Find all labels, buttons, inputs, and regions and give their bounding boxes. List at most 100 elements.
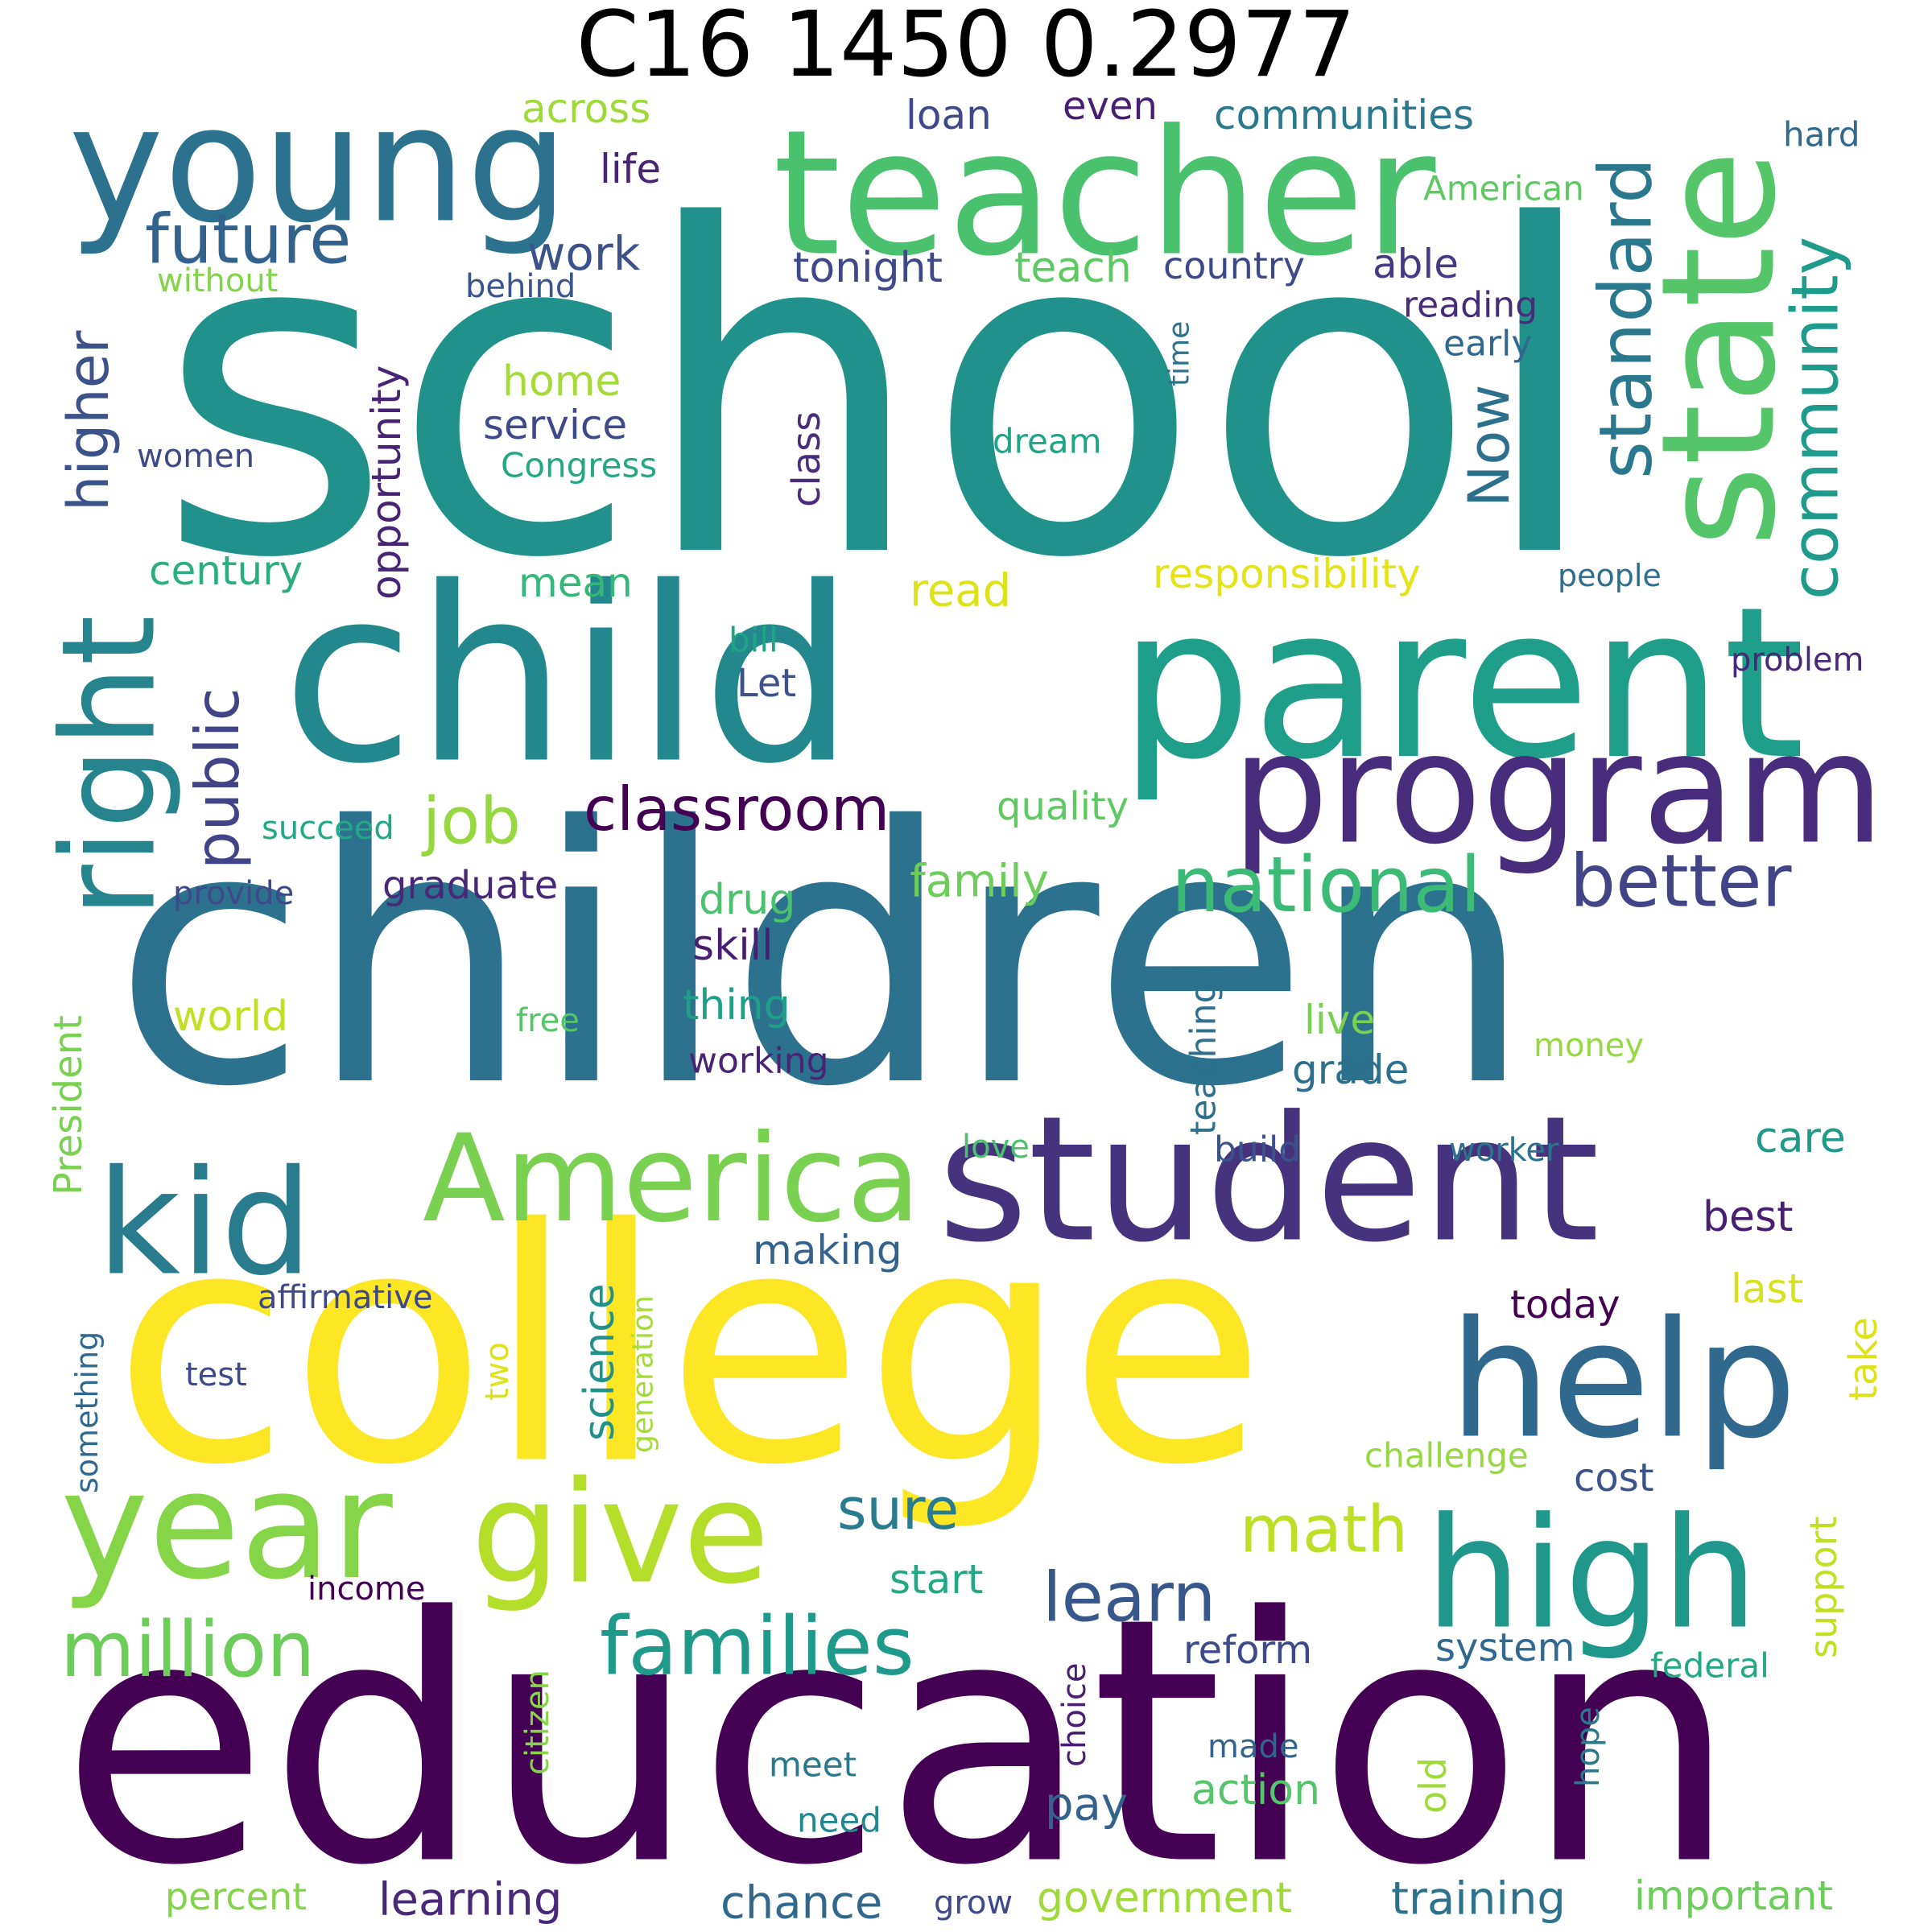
figure-title: C16 1450 0.2977 xyxy=(576,0,1356,97)
cloud-word-made: made xyxy=(1208,1728,1298,1765)
cloud-word-student: student xyxy=(938,1079,1600,1281)
cloud-word-reform: reform xyxy=(1183,1628,1312,1673)
cloud-word-future: future xyxy=(145,200,351,280)
cloud-word-people: people xyxy=(1558,558,1662,593)
cloud-word-today: today xyxy=(1510,1282,1620,1327)
cloud-word-chance: chance xyxy=(720,1877,882,1930)
cloud-word-federal: federal xyxy=(1650,1646,1769,1686)
cloud-word-succeed: succeed xyxy=(262,810,394,847)
cloud-word-now: Now xyxy=(1456,385,1522,507)
cloud-word-live: live xyxy=(1304,997,1375,1043)
cloud-word-women: women xyxy=(137,438,254,475)
cloud-word-behind: behind xyxy=(465,268,576,305)
cloud-word-year: year xyxy=(60,1439,394,1612)
cloud-word-training: training xyxy=(1391,1873,1566,1926)
cloud-word-love: love xyxy=(962,1129,1030,1166)
cloud-word-children: children xyxy=(113,752,1534,1164)
cloud-word-better: better xyxy=(1570,840,1791,924)
cloud-word-world: world xyxy=(173,993,288,1041)
cloud-word-across: across xyxy=(522,85,650,132)
cloud-word-citizen: citizen xyxy=(519,1670,556,1775)
cloud-word-grow: grow xyxy=(934,1885,1013,1922)
cloud-word-worker: worker xyxy=(1449,1132,1559,1169)
cloud-word-teach: teach xyxy=(1014,244,1132,292)
cloud-word-take: take xyxy=(1841,1317,1886,1401)
cloud-word-free: free xyxy=(516,1002,580,1039)
cloud-word-graduate: graduate xyxy=(382,863,558,908)
cloud-word-provide: provide xyxy=(173,875,294,912)
cloud-word-families: families xyxy=(600,1600,914,1694)
cloud-word-two: two xyxy=(479,1342,516,1401)
cloud-word-even: even xyxy=(1063,84,1158,129)
cloud-word-give: give xyxy=(471,1452,770,1616)
cloud-word-time: time xyxy=(1163,321,1196,386)
cloud-word-life: life xyxy=(600,146,661,192)
cloud-word-science: science xyxy=(576,1283,624,1441)
cloud-word-action: action xyxy=(1191,1766,1320,1814)
cloud-word-sure: sure xyxy=(837,1476,959,1542)
cloud-word-generation: generation xyxy=(627,1295,660,1453)
cloud-word-million: million xyxy=(60,1606,315,1695)
cloud-word-mean: mean xyxy=(518,559,633,606)
cloud-word-old: old xyxy=(1411,1757,1455,1814)
cloud-word-community: community xyxy=(1778,237,1853,600)
cloud-word-important: important xyxy=(1634,1872,1833,1919)
cloud-word-support: support xyxy=(1802,1516,1845,1658)
cloud-word-without: without xyxy=(157,262,278,299)
cloud-word-work: work xyxy=(527,226,641,281)
cloud-word-best: best xyxy=(1703,1193,1793,1241)
cloud-word-affirmative: affirmative xyxy=(258,1279,432,1316)
cloud-word-public: public xyxy=(182,687,253,869)
cloud-word-century: century xyxy=(149,547,303,594)
cloud-word-cost: cost xyxy=(1574,1455,1654,1501)
cloud-word-read: read xyxy=(910,565,1011,617)
cloud-word-higher: higher xyxy=(56,330,122,511)
cloud-word-congress: Congress xyxy=(501,446,657,485)
cloud-word-build: build xyxy=(1214,1129,1301,1170)
cloud-word-learn: learn xyxy=(1042,1558,1216,1638)
cloud-word-service: service xyxy=(483,402,627,448)
cloud-word-family: family xyxy=(910,856,1049,908)
cloud-word-young: young xyxy=(68,72,568,259)
cloud-word-meet: meet xyxy=(769,1745,857,1785)
cloud-word-reading: reading xyxy=(1403,285,1538,326)
cloud-word-child: child xyxy=(282,536,855,817)
cloud-word-tonight: tonight xyxy=(793,244,943,292)
cloud-word-help: help xyxy=(1449,1287,1797,1475)
cloud-word-skill: skill xyxy=(692,922,774,970)
cloud-word-pay: pay xyxy=(1045,1779,1128,1831)
cloud-word-communities: communities xyxy=(1214,92,1474,138)
cloud-word-country: country xyxy=(1163,244,1305,287)
cloud-word-school: school xyxy=(157,132,1602,657)
cloud-word-income: income xyxy=(308,1571,426,1608)
cloud-word-problem: problem xyxy=(1731,642,1864,679)
cloud-word-college: college xyxy=(113,1162,1266,1536)
cloud-word-money: money xyxy=(1534,1027,1644,1064)
cloud-word-quality: quality xyxy=(997,784,1129,829)
cloud-word-job: job xyxy=(421,784,521,859)
cloud-word-state: state xyxy=(1628,150,1810,547)
cloud-word-responsibility: responsibility xyxy=(1153,551,1421,597)
cloud-word-thing: thing xyxy=(683,981,791,1030)
cloud-word-system: system xyxy=(1435,1625,1575,1670)
cloud-word-parent: parent xyxy=(1119,563,1805,806)
cloud-word-bill: bill xyxy=(729,621,778,660)
cloud-word-government: government xyxy=(1037,1874,1292,1922)
cloud-word-early: early xyxy=(1443,324,1532,365)
cloud-word-home: home xyxy=(502,357,621,406)
cloud-word-education: education xyxy=(60,1546,1738,1932)
cloud-word-high: high xyxy=(1425,1485,1758,1663)
cloud-word-math: math xyxy=(1240,1492,1408,1567)
cloud-word-challenge: challenge xyxy=(1364,1436,1529,1476)
cloud-word-american: American xyxy=(1423,169,1584,208)
cloud-word-care: care xyxy=(1755,1114,1846,1162)
cloud-word-working: working xyxy=(688,1041,829,1082)
cloud-word-kid: kid xyxy=(97,1140,313,1308)
cloud-word-program: program xyxy=(1232,700,1885,878)
cloud-word-something: something xyxy=(69,1331,105,1493)
cloud-word-dream: dream xyxy=(993,422,1102,461)
cloud-word-teaching: teaching xyxy=(1183,981,1224,1135)
cloud-word-loan: loan xyxy=(906,92,992,138)
cloud-word-last: last xyxy=(1731,1265,1803,1312)
